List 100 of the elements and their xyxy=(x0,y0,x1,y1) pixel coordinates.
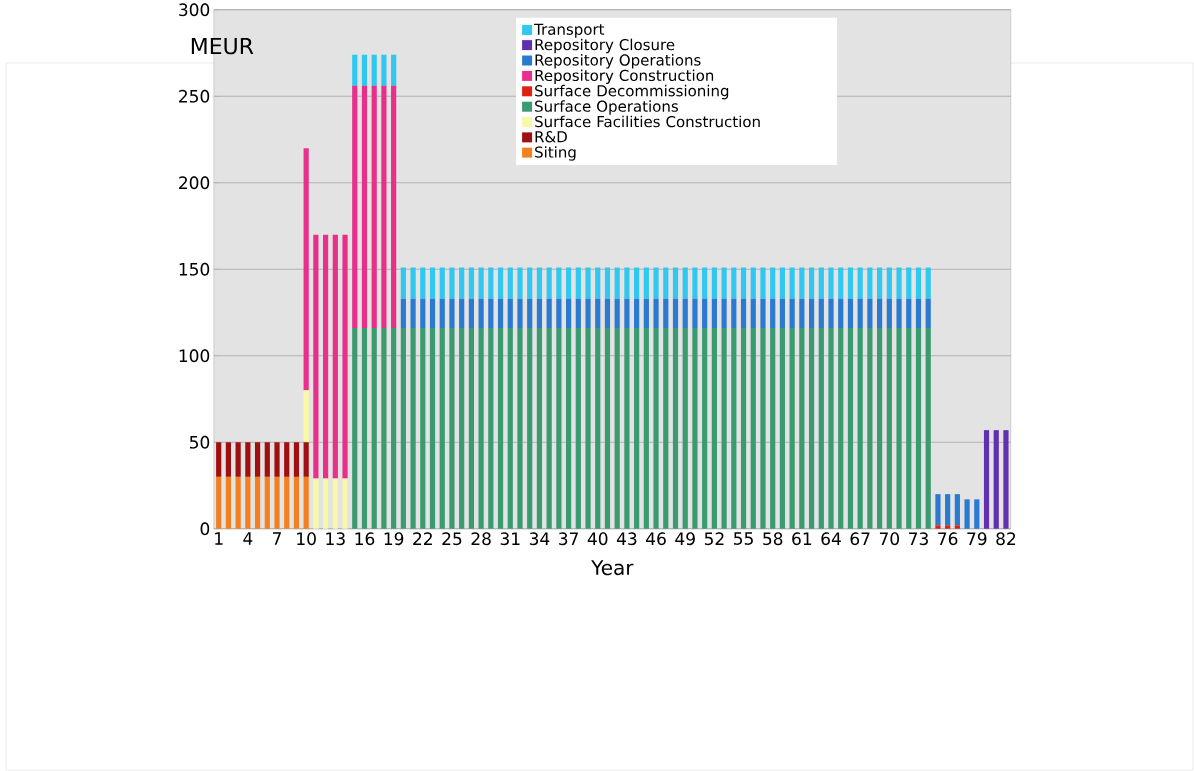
x-tick-label: 70 xyxy=(879,532,900,546)
bar xyxy=(886,328,892,529)
bar xyxy=(459,328,465,529)
bar xyxy=(478,267,484,299)
bar xyxy=(682,328,688,529)
bar xyxy=(750,298,756,329)
x-tick-label: 73 xyxy=(909,532,928,546)
bar xyxy=(303,442,309,477)
bar xyxy=(663,298,669,329)
bar xyxy=(303,148,309,391)
bar xyxy=(711,267,717,299)
bar xyxy=(731,298,737,329)
bar xyxy=(361,54,368,86)
bar xyxy=(439,298,445,329)
bar xyxy=(896,298,902,329)
bar xyxy=(371,54,377,86)
bar xyxy=(420,298,426,329)
y-tick-label: 50 xyxy=(189,435,210,449)
bar xyxy=(818,267,824,299)
x-tick-label: 52 xyxy=(704,532,724,546)
bar xyxy=(731,328,737,529)
bar xyxy=(721,267,727,299)
bar xyxy=(507,328,513,529)
bar xyxy=(711,328,717,529)
x-tick-label: 34 xyxy=(529,532,550,546)
bar xyxy=(429,328,436,529)
bar xyxy=(546,328,552,529)
bar xyxy=(721,298,727,329)
bar xyxy=(235,442,241,477)
bar xyxy=(789,328,795,529)
bar xyxy=(556,298,562,329)
bar xyxy=(449,298,455,329)
bar xyxy=(546,267,552,299)
x-tick-label: 76 xyxy=(938,532,958,546)
bar xyxy=(702,267,708,299)
bar xyxy=(653,267,659,299)
bar xyxy=(808,298,815,329)
bar xyxy=(410,328,416,529)
bar xyxy=(760,328,766,529)
bar xyxy=(915,298,922,329)
bar xyxy=(624,298,630,329)
bar xyxy=(672,328,679,529)
x-tick-label: 43 xyxy=(616,532,637,546)
bar xyxy=(595,298,601,329)
bar xyxy=(527,298,533,329)
bar xyxy=(799,298,805,329)
bar xyxy=(808,328,815,529)
bar xyxy=(439,328,445,529)
bar xyxy=(323,478,329,529)
bar xyxy=(274,442,280,477)
bar xyxy=(847,267,854,299)
bar xyxy=(420,328,426,529)
bar xyxy=(264,476,270,529)
bar xyxy=(896,267,902,299)
x-tick-label: 22 xyxy=(413,532,432,545)
bar xyxy=(371,85,377,329)
bar xyxy=(361,328,368,529)
bar xyxy=(750,267,756,299)
bar xyxy=(342,234,348,479)
bar xyxy=(867,267,873,299)
bar xyxy=(284,476,290,529)
bar xyxy=(711,298,717,329)
bar xyxy=(643,298,649,329)
bar xyxy=(915,328,922,529)
y-tick-label: 250 xyxy=(179,89,210,103)
x-tick-label: 19 xyxy=(384,532,404,546)
bar xyxy=(624,328,630,529)
x-tick-label: 25 xyxy=(442,532,462,546)
bar xyxy=(225,442,232,477)
bar xyxy=(906,328,912,529)
bar xyxy=(468,267,474,299)
bar xyxy=(527,267,533,299)
bar xyxy=(332,478,338,529)
bar xyxy=(478,298,484,329)
bar xyxy=(245,442,251,477)
legend-label: Surface Facilities Construction xyxy=(535,115,760,128)
bar xyxy=(750,328,756,529)
bar xyxy=(391,54,397,86)
bar xyxy=(556,267,562,299)
bar xyxy=(517,267,523,299)
x-tick-label: 64 xyxy=(821,532,841,546)
bar xyxy=(254,442,261,477)
bar xyxy=(643,267,649,299)
bar xyxy=(896,328,902,529)
x-tick-label: 4 xyxy=(243,532,253,545)
bar xyxy=(614,267,620,299)
x-tick-label: 37 xyxy=(559,532,578,546)
bar xyxy=(886,298,892,329)
bar xyxy=(828,298,834,329)
x-tick-label: 46 xyxy=(646,532,666,546)
bar xyxy=(799,267,805,299)
bar xyxy=(740,328,747,529)
bar xyxy=(935,494,941,526)
bar xyxy=(906,298,912,329)
bar xyxy=(867,328,873,529)
legend-label: Repository Closure xyxy=(535,38,675,54)
bar xyxy=(614,298,620,329)
bar xyxy=(789,267,795,299)
bar xyxy=(672,298,679,329)
bar xyxy=(731,267,737,299)
